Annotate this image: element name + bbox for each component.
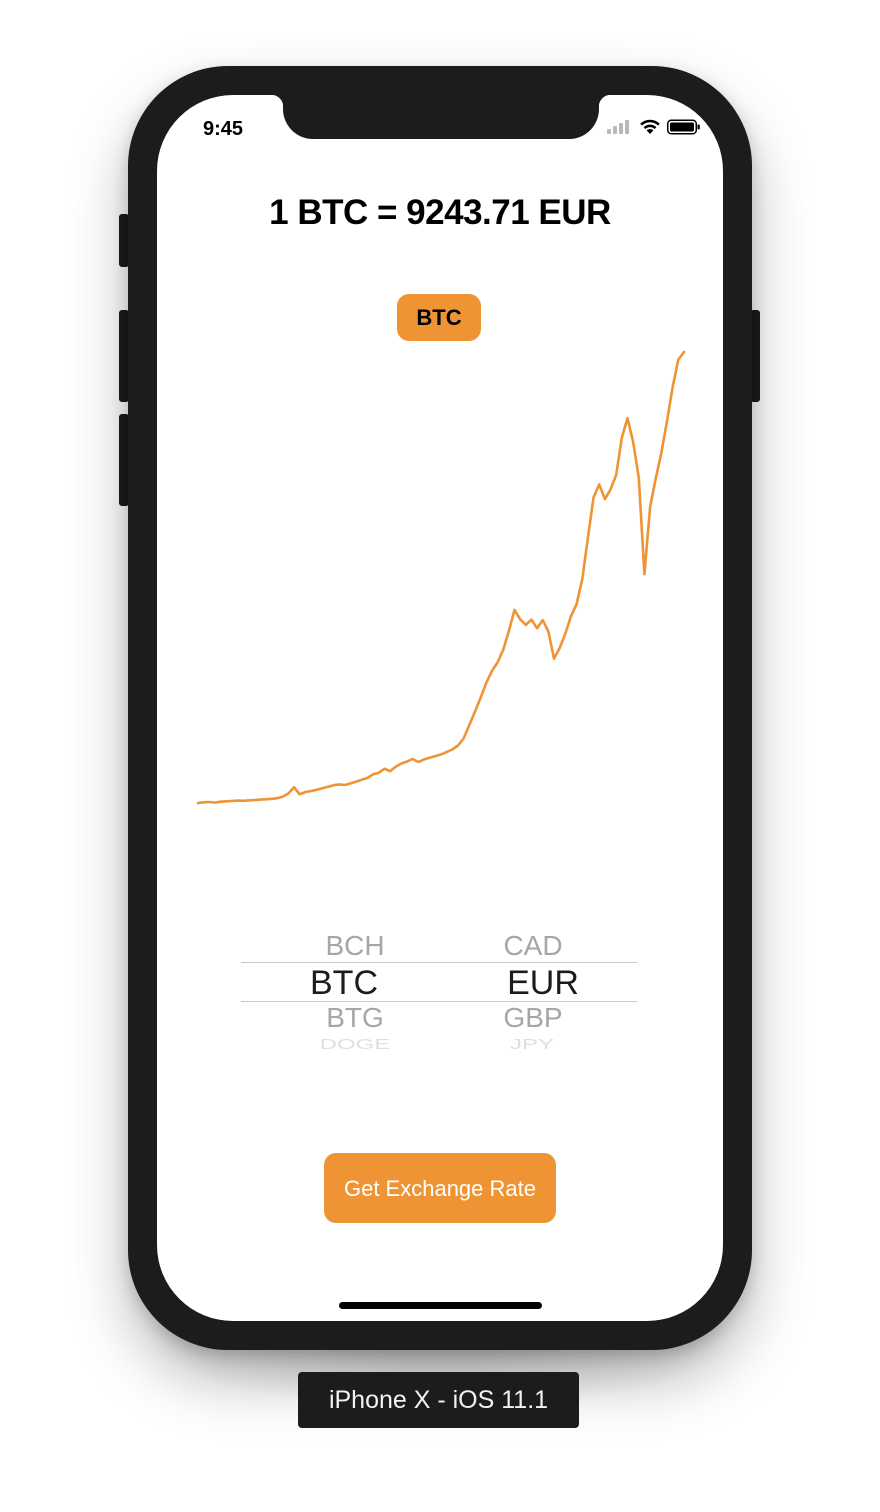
volume-up-button: [119, 310, 129, 402]
price-history-chart: [196, 350, 686, 805]
volume-down-button: [119, 414, 129, 506]
power-button: [750, 310, 760, 402]
crypto-option-doge[interactable]: DOGE: [319, 1036, 391, 1053]
status-icons: [607, 119, 701, 135]
crypto-picker-column[interactable]: BCH BTC BTG DOGE: [241, 927, 439, 1057]
get-exchange-rate-button[interactable]: Get Exchange Rate: [324, 1153, 556, 1223]
wifi-icon: [640, 119, 660, 134]
fiat-option-jpy[interactable]: JPY: [509, 1036, 554, 1053]
picker-selection-top-line: [241, 962, 637, 963]
crypto-option-bch[interactable]: BCH: [325, 930, 385, 961]
status-time: 9:45: [203, 118, 244, 140]
home-indicator: [339, 1302, 542, 1309]
silent-switch: [119, 214, 129, 267]
app-screen: 9:45 1 BTC = 9243.71 EUR BTC BCH BTC: [157, 95, 723, 1321]
notch: [271, 95, 611, 139]
fiat-option-gbp[interactable]: GBP: [503, 1002, 563, 1033]
cellular-signal-icon: [607, 120, 629, 134]
simulator-device-label: iPhone X - iOS 11.1: [298, 1372, 579, 1428]
battery-icon: [667, 119, 700, 135]
fiat-option-eur[interactable]: EUR: [507, 964, 579, 1002]
fiat-picker-column[interactable]: CAD EUR GBP JPY: [439, 927, 637, 1057]
fiat-option-cad[interactable]: CAD: [503, 930, 563, 961]
currency-picker[interactable]: BCH BTC BTG DOGE CAD EUR GBP JPY: [241, 927, 637, 1057]
selected-crypto-badge[interactable]: BTC: [397, 294, 481, 341]
price-series-line: [196, 350, 686, 805]
crypto-option-btg[interactable]: BTG: [326, 1002, 384, 1033]
exchange-rate-title: 1 BTC = 9243.71 EUR: [269, 193, 611, 232]
crypto-option-btc[interactable]: BTC: [310, 964, 378, 1002]
picker-selection-bottom-line: [241, 1001, 637, 1002]
